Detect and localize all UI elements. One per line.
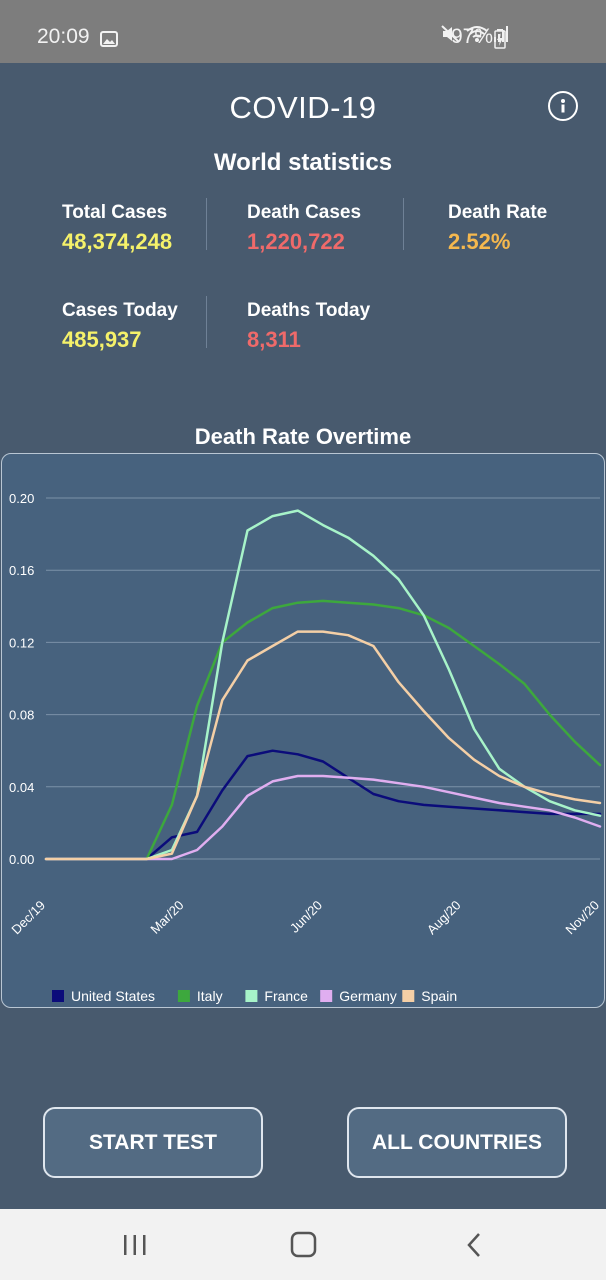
stat-divider (403, 198, 404, 250)
legend-swatch (245, 990, 258, 1002)
y-tick-label: 0.08 (9, 708, 34, 723)
x-tick-label: Dec/19 (8, 898, 48, 938)
legend-label: Spain (421, 988, 457, 1004)
series-line-spain (44, 630, 602, 861)
stat-value: 8,311 (247, 327, 301, 352)
world-statistics-heading: World statistics (213, 149, 393, 176)
info-button[interactable] (548, 91, 578, 121)
stat-value: 1,220,722 (247, 229, 345, 254)
series-line-italy (44, 599, 602, 861)
stat-value: 2.52% (448, 229, 511, 254)
x-tick-label: Nov/20 (562, 898, 602, 938)
y-tick-label: 0.12 (9, 635, 34, 650)
info-icon (561, 99, 565, 113)
stat-label: Death Rate (448, 202, 548, 223)
stat-value: 48,374,248 (62, 229, 173, 254)
start-test-button[interactable]: START TEST (43, 1107, 263, 1178)
status-icons (441, 25, 509, 49)
stat-label: Cases Today (62, 300, 178, 321)
stat-divider (206, 198, 207, 250)
mute-icon (441, 25, 461, 49)
legend-swatch (52, 990, 64, 1002)
home-icon[interactable] (290, 1231, 318, 1264)
stat-label: Deaths Today (247, 300, 371, 321)
chart-title: Death Rate Overtime (194, 424, 412, 449)
legend-swatch (402, 990, 415, 1002)
death-rate-chart: 0.00 0.04 0.08 0.12 0.16 0.20 Dec/19 Mar/20 Jun/… (1, 453, 605, 1008)
y-tick-label: 0.00 (9, 852, 34, 867)
stat-total-cases: Total Cases 48,374,248 (62, 202, 172, 255)
x-tick-label: Jun/20 (287, 898, 325, 936)
stat-value: 485,937 (62, 327, 142, 352)
stat-cases-today: Cases Today 485,937 (62, 300, 178, 353)
stat-label: Total Cases (62, 202, 168, 223)
status-time: 20:09 (37, 25, 90, 48)
x-tick-label: Aug/20 (424, 898, 464, 938)
app-title: COVID-19 (229, 90, 377, 125)
series-line-germany (44, 774, 602, 861)
y-tick-label: 0.20 (9, 491, 34, 506)
stat-death-rate: Death Rate 2.52% (448, 202, 547, 255)
stat-divider (206, 296, 207, 348)
recent-apps-icon[interactable] (122, 1233, 148, 1262)
all-countries-button[interactable]: ALL COUNTRIES (347, 1107, 567, 1178)
legend-label: United States (71, 988, 155, 1004)
back-icon[interactable] (464, 1232, 484, 1263)
chart-canvas: 0.00 0.04 0.08 0.12 0.16 0.20 Dec/19 Mar/20 Jun/… (8, 491, 602, 1004)
wifi-icon (465, 25, 489, 49)
legend-swatch (177, 990, 190, 1002)
legend-swatch (320, 990, 333, 1002)
y-tick-label: 0.16 (9, 563, 34, 578)
y-tick-label: 0.04 (9, 780, 34, 795)
x-tick-label: Mar/20 (147, 898, 186, 937)
gallery-icon (100, 29, 118, 53)
stat-label: Death Cases (247, 202, 362, 223)
system-nav-bar (0, 1209, 606, 1280)
status-bar: 20:09 97% (0, 0, 606, 63)
legend-label: Germany (339, 988, 397, 1004)
legend-label: France (264, 988, 308, 1004)
stat-deaths-today: Deaths Today 8,311 (247, 300, 370, 353)
stat-death-cases: Death Cases 1,220,722 (247, 202, 361, 255)
battery-percent: 97% (451, 25, 494, 48)
battery-charging-icon (494, 29, 506, 55)
legend-label: Italy (197, 988, 223, 1004)
